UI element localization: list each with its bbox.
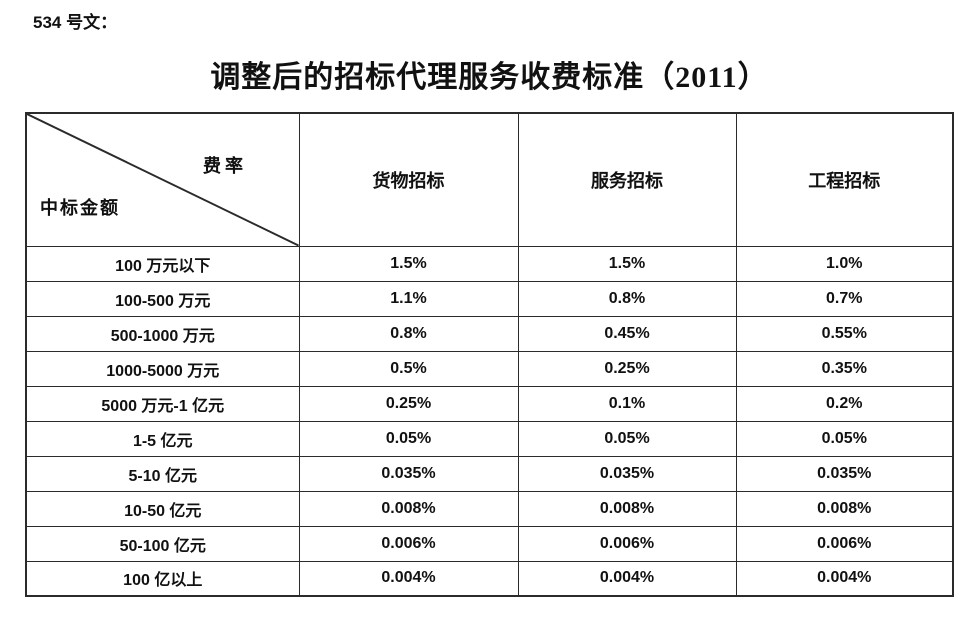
rate-cell: 1.0%	[735, 245, 954, 282]
table-row: 100 亿以上 0.004% 0.004% 0.004%	[25, 560, 954, 597]
rate-cell: 0.25%	[517, 350, 737, 387]
amount-tier-label: 500-1000 万元	[25, 315, 300, 352]
rate-cell: 0.8%	[517, 280, 737, 317]
diagonal-divider-line	[27, 114, 299, 246]
table-row: 10-50 亿元 0.008% 0.008% 0.008%	[25, 490, 954, 527]
rate-cell: 0.05%	[517, 420, 737, 457]
rate-cell: 0.05%	[298, 420, 519, 457]
table-row: 1-5 亿元 0.05% 0.05% 0.05%	[25, 420, 954, 457]
table-row: 100-500 万元 1.1% 0.8% 0.7%	[25, 280, 954, 317]
amount-tier-label: 50-100 亿元	[25, 525, 300, 562]
amount-tier-label: 100-500 万元	[25, 280, 300, 317]
rate-cell: 0.008%	[735, 490, 954, 527]
column-header-goods: 货物招标	[298, 112, 519, 247]
table-row: 100 万元以下 1.5% 1.5% 1.0%	[25, 245, 954, 282]
rate-cell: 0.05%	[735, 420, 954, 457]
fee-standard-table: 费率 中标金额 货物招标 服务招标 工程招标 100 万元以下 1.5% 1.5…	[25, 112, 954, 597]
rate-cell: 0.5%	[298, 350, 519, 387]
rate-cell: 0.004%	[517, 560, 737, 597]
table-header-row: 费率 中标金额 货物招标 服务招标 工程招标	[25, 112, 954, 247]
rate-cell: 0.035%	[298, 455, 519, 492]
rate-cell: 1.5%	[298, 245, 519, 282]
diagonal-corner-cell: 费率 中标金额	[25, 112, 300, 247]
rate-cell: 0.008%	[298, 490, 519, 527]
rate-cell: 0.45%	[517, 315, 737, 352]
column-header-services: 服务招标	[517, 112, 737, 247]
table-row: 1000-5000 万元 0.5% 0.25% 0.35%	[25, 350, 954, 387]
rate-cell: 1.1%	[298, 280, 519, 317]
amount-tier-label: 1000-5000 万元	[25, 350, 300, 387]
table-row: 50-100 亿元 0.006% 0.006% 0.006%	[25, 525, 954, 562]
column-header-engineering: 工程招标	[735, 112, 954, 247]
rate-cell: 0.035%	[517, 455, 737, 492]
rate-cell: 0.35%	[735, 350, 954, 387]
amount-tier-label: 100 万元以下	[25, 245, 300, 282]
table-row: 5-10 亿元 0.035% 0.035% 0.035%	[25, 455, 954, 492]
rate-cell: 0.004%	[735, 560, 954, 597]
rate-cell: 0.004%	[298, 560, 519, 597]
table-row: 500-1000 万元 0.8% 0.45% 0.55%	[25, 315, 954, 352]
table-row: 5000 万元-1 亿元 0.25% 0.1% 0.2%	[25, 385, 954, 422]
amount-tier-label: 10-50 亿元	[25, 490, 300, 527]
rate-cell: 0.2%	[735, 385, 954, 422]
rate-cell: 1.5%	[517, 245, 737, 282]
rate-cell: 0.006%	[735, 525, 954, 562]
corner-label-rate: 费率	[203, 156, 247, 176]
rate-cell: 0.55%	[735, 315, 954, 352]
rate-cell: 0.006%	[517, 525, 737, 562]
amount-tier-label: 100 亿以上	[25, 560, 300, 597]
rate-cell: 0.25%	[298, 385, 519, 422]
rate-cell: 0.8%	[298, 315, 519, 352]
corner-label-amount: 中标金额	[40, 197, 120, 218]
rate-cell: 0.035%	[735, 455, 954, 492]
page-title: 调整后的招标代理服务收费标准（2011）	[210, 61, 769, 94]
amount-tier-label: 5000 万元-1 亿元	[25, 385, 300, 422]
rate-cell: 0.7%	[735, 280, 954, 317]
rate-cell: 0.008%	[517, 490, 737, 527]
amount-tier-label: 5-10 亿元	[25, 455, 300, 492]
doc-number-label: 534 号文：	[33, 13, 118, 32]
rate-cell: 0.1%	[517, 385, 737, 422]
amount-tier-label: 1-5 亿元	[25, 420, 300, 457]
rate-cell: 0.006%	[298, 525, 519, 562]
